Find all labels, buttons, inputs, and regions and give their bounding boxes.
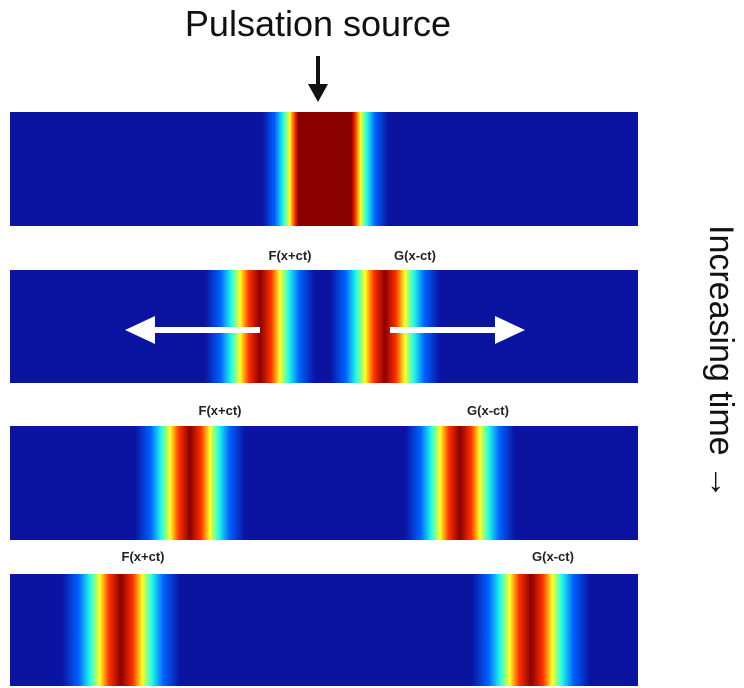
pulse (330, 270, 440, 383)
wave-label: G(x-ct) (532, 549, 574, 564)
pulse (205, 270, 315, 383)
time-label: Increasing time → (702, 225, 740, 499)
pulse (262, 112, 388, 226)
arrowhead (125, 316, 155, 344)
pulse (62, 574, 180, 686)
panel: F(x+ct) G(x-ct) (10, 549, 638, 686)
pulse (405, 426, 515, 540)
title: Pulsation source (185, 3, 451, 44)
pulse (135, 426, 245, 540)
field (10, 270, 638, 383)
panel: F(x+ct) G(x-ct) (10, 403, 638, 540)
source-arrowhead (308, 84, 328, 102)
wave-label: G(x-ct) (394, 248, 436, 263)
field (10, 426, 638, 540)
wave-label: G(x-ct) (467, 403, 509, 418)
wave-label: F(x+ct) (122, 549, 165, 564)
arrowhead (495, 316, 525, 344)
wave-label: F(x+ct) (199, 403, 242, 418)
panel (10, 112, 638, 226)
wave-label: F(x+ct) (269, 248, 312, 263)
panel: F(x+ct) G(x-ct) (10, 248, 638, 383)
pulse (472, 574, 590, 686)
